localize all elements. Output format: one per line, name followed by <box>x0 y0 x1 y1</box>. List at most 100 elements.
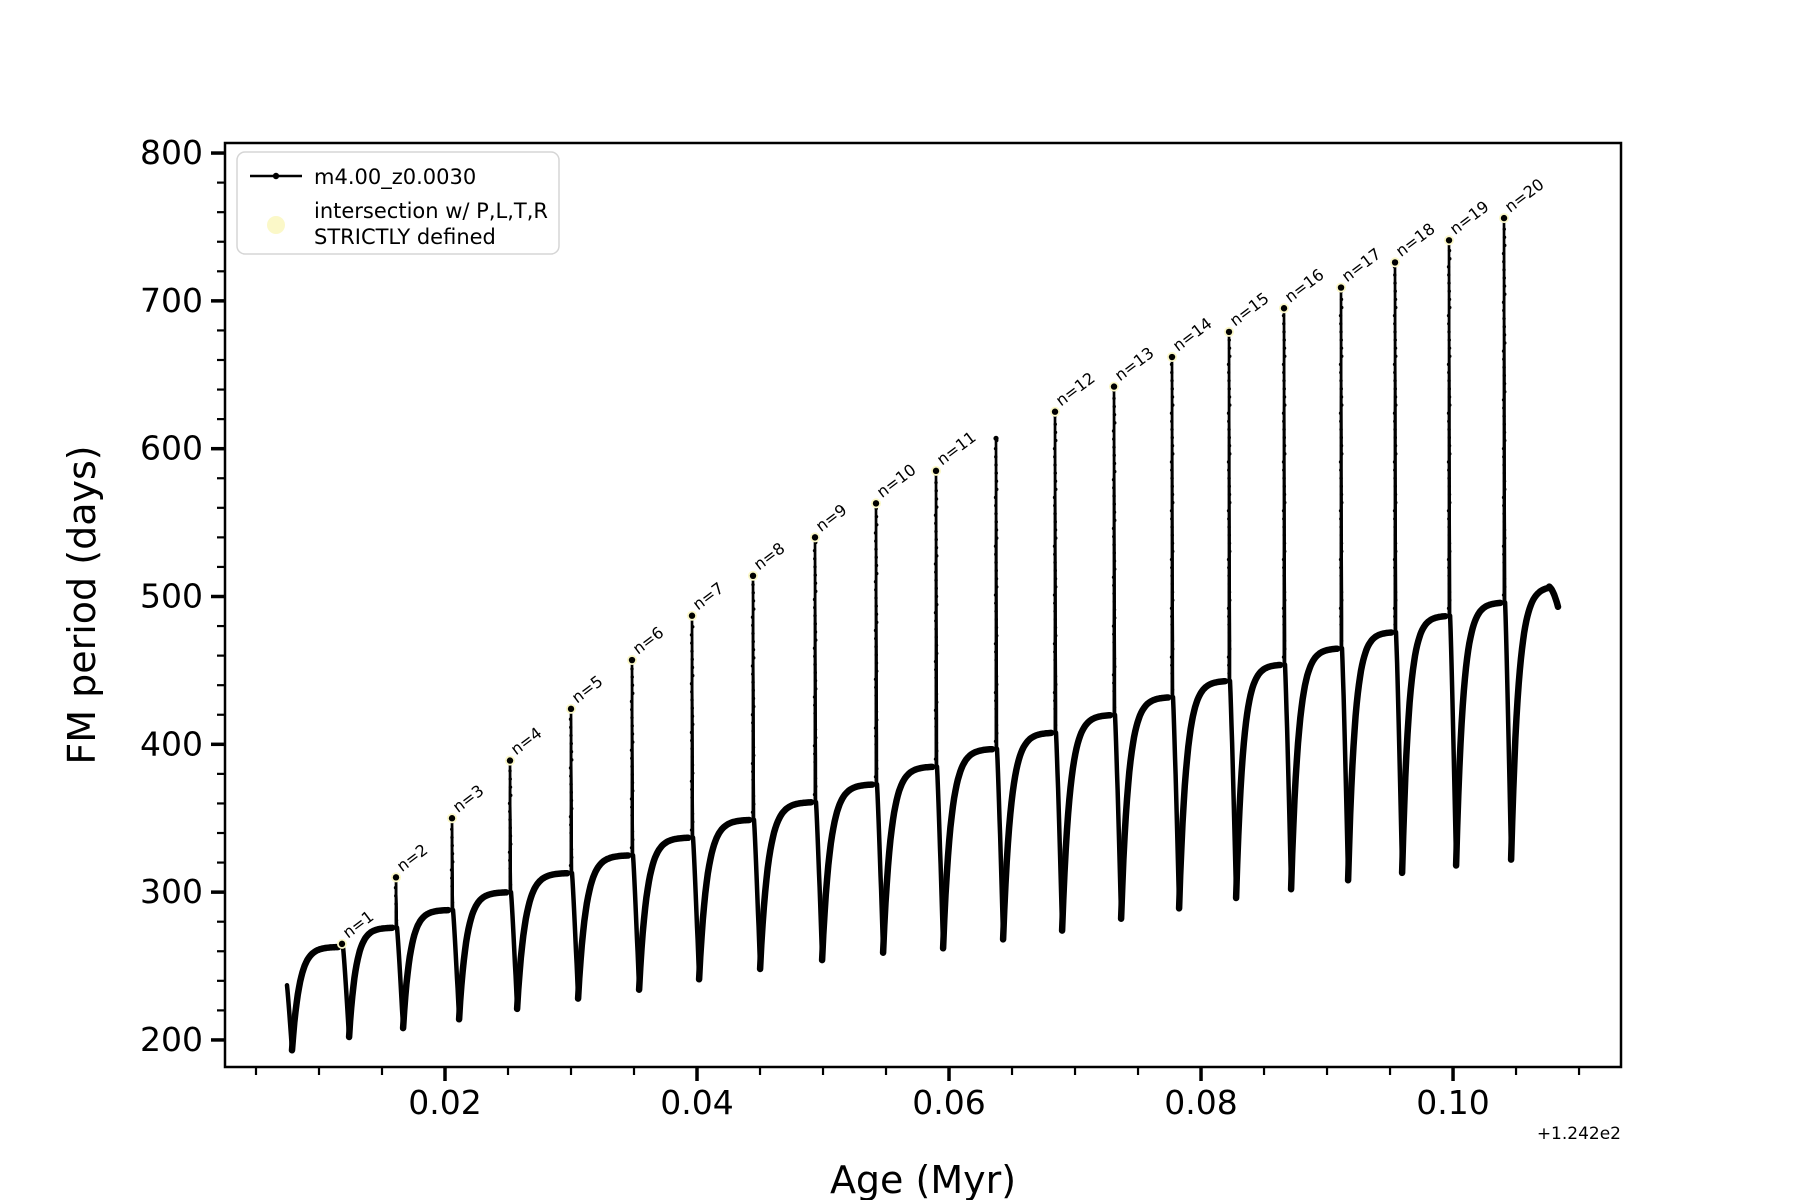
curve-point-marker <box>1282 565 1286 570</box>
curve-point-marker <box>750 761 755 766</box>
curve-point-marker <box>751 680 755 684</box>
curve-point-marker <box>874 693 878 698</box>
curve-point-marker <box>1394 549 1398 554</box>
curve-point-marker <box>1502 479 1507 483</box>
curve-point-marker <box>1112 640 1116 645</box>
curve-point-marker <box>873 531 878 535</box>
x-tick-label: 0.10 <box>1416 1083 1489 1122</box>
curve-point-marker <box>1112 599 1116 604</box>
curve-point-marker <box>813 703 817 707</box>
curve-point-marker <box>1502 422 1506 426</box>
curve-point-marker <box>813 614 817 618</box>
curve-point-marker <box>874 563 879 568</box>
curve-point-marker <box>1340 549 1344 554</box>
curve-point-marker <box>1448 598 1452 602</box>
curve-point-marker <box>813 776 818 781</box>
curve-point-marker <box>1169 557 1174 562</box>
curve-point-marker <box>1502 268 1506 272</box>
curve-point-marker <box>1502 528 1507 532</box>
curve-point-marker <box>874 612 879 616</box>
curve-point-marker <box>1283 549 1287 554</box>
curve-point-marker <box>933 513 938 517</box>
curve-point-marker <box>691 820 695 824</box>
curve-point-marker <box>933 659 938 664</box>
curve-point-marker <box>935 700 939 704</box>
curve-point-marker <box>1170 590 1175 594</box>
curve-point-marker <box>450 843 454 848</box>
curve-point-marker <box>1053 528 1058 532</box>
curve-point-marker <box>1171 500 1175 505</box>
curve-point-marker <box>1448 549 1452 554</box>
curve-point-marker <box>813 630 818 634</box>
curve-point-marker <box>813 662 817 667</box>
curve-point-marker <box>1053 568 1057 573</box>
curve-point-marker <box>1448 500 1452 505</box>
curve-point-marker <box>1227 427 1231 432</box>
curve-point-marker <box>1393 533 1397 537</box>
curve-point-marker <box>1113 421 1117 425</box>
curve-point-marker <box>1447 248 1452 253</box>
curve-point-marker <box>1339 476 1343 480</box>
curve-point-marker <box>393 885 398 890</box>
curve-point-marker <box>1393 378 1397 383</box>
curve-point-marker <box>813 565 817 569</box>
curve-point-marker <box>1446 557 1451 562</box>
curve-point-marker <box>1339 484 1343 489</box>
curve-point-marker <box>812 646 817 650</box>
curve-point-marker <box>1170 517 1174 521</box>
spike-tip-marker <box>872 500 880 507</box>
curve-point-marker <box>1393 435 1397 440</box>
curve-point-marker <box>1171 452 1175 456</box>
curve-point-marker <box>1282 582 1286 586</box>
curve-point-marker <box>569 823 573 827</box>
curve-point-marker <box>630 716 634 720</box>
curve-point-marker <box>1502 333 1507 337</box>
curve-point-marker <box>1228 452 1232 456</box>
curve-point-marker <box>752 753 756 758</box>
curve-point-marker <box>995 682 999 687</box>
curve-point-marker <box>935 602 939 607</box>
curve-point-marker <box>1170 476 1174 480</box>
curve-point-marker <box>934 521 938 526</box>
curve-point-marker <box>1447 419 1451 424</box>
curve-point-marker <box>1502 552 1506 557</box>
curve-point-marker <box>1227 631 1231 635</box>
curve-point-marker <box>1112 583 1116 588</box>
curve-point-marker <box>1503 585 1507 589</box>
curve-point-marker <box>1170 435 1174 440</box>
curve-point-marker <box>1282 517 1286 521</box>
curve-point-marker <box>1393 289 1397 293</box>
curve-point-marker <box>1170 492 1175 497</box>
curve-point-marker <box>1281 557 1286 562</box>
legend-frame <box>236 151 560 255</box>
curve-point-marker <box>1502 520 1506 524</box>
curve-point-marker <box>1228 598 1232 602</box>
curve-point-marker <box>1447 427 1451 432</box>
curve-point-marker <box>1393 281 1397 285</box>
curve-point-marker <box>689 828 694 832</box>
curve-point-marker <box>934 546 939 550</box>
curve-point-marker <box>450 852 455 856</box>
curve-point-marker <box>875 620 879 625</box>
curve-point-marker <box>812 744 817 748</box>
curve-point-marker <box>750 713 755 717</box>
curve-point-marker <box>1171 549 1175 554</box>
curve-point-marker <box>933 708 938 713</box>
spike-tip-marker <box>688 612 696 619</box>
curve-point-marker <box>690 803 694 808</box>
curve-point-marker <box>1393 517 1397 521</box>
curve-point-marker <box>1339 468 1343 472</box>
curve-point-marker <box>751 582 755 587</box>
curve-point-marker <box>689 730 694 735</box>
curve-point-marker <box>508 883 513 887</box>
curve-point-marker <box>874 596 878 600</box>
curve-point-marker <box>630 724 634 728</box>
curve-point-marker <box>1226 411 1231 415</box>
curve-point-marker <box>1394 452 1398 456</box>
curve-point-marker <box>1054 487 1058 492</box>
curve-point-marker <box>1339 492 1344 497</box>
legend-entry-intersection-line2: STRICTLY defined <box>314 225 496 249</box>
curve-point-marker <box>1112 412 1117 417</box>
axes-spines <box>223 141 1623 1069</box>
